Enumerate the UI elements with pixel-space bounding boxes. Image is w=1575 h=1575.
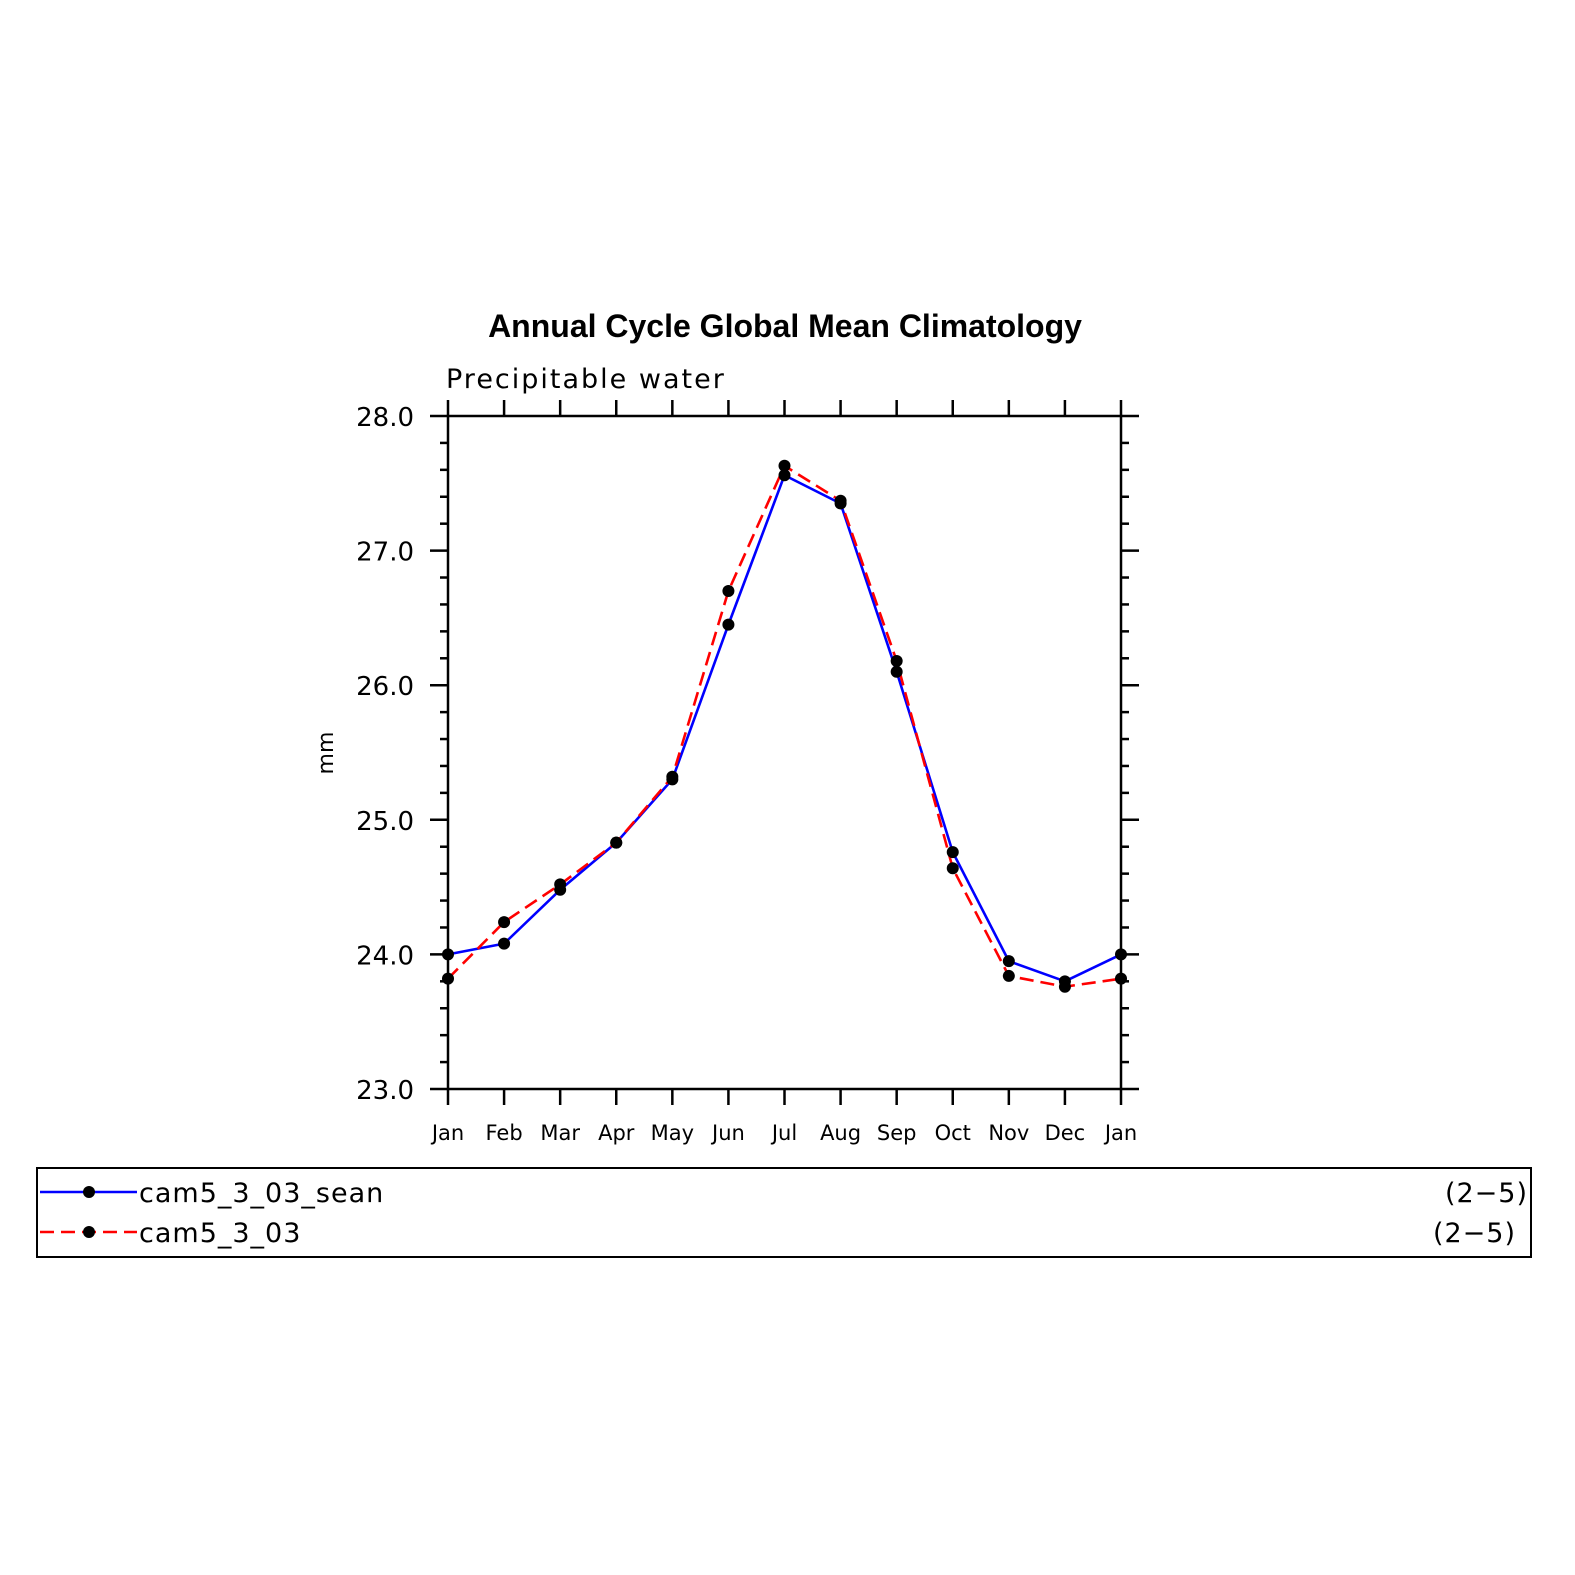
x-tick-label: Jun bbox=[710, 1121, 745, 1145]
y-tick-label: 23.0 bbox=[356, 1076, 414, 1106]
data-point bbox=[778, 459, 791, 472]
data-point bbox=[946, 846, 959, 859]
legend-label: cam5_3_03 bbox=[139, 1218, 301, 1249]
x-tick-label: Oct bbox=[935, 1121, 971, 1145]
data-point bbox=[1115, 948, 1127, 961]
x-tick-label: Jan bbox=[1103, 1121, 1137, 1145]
data-point bbox=[890, 654, 903, 667]
data-point bbox=[554, 878, 567, 891]
x-tick-label: Mar bbox=[540, 1121, 580, 1145]
data-point bbox=[778, 469, 791, 482]
series-lines bbox=[447, 464, 1122, 989]
series-markers bbox=[442, 459, 1127, 993]
data-point bbox=[890, 665, 903, 678]
chart-subtitle: Precipitable water bbox=[446, 364, 726, 395]
data-point bbox=[1002, 969, 1015, 982]
x-tick-label: Jul bbox=[770, 1121, 797, 1145]
data-point bbox=[666, 770, 679, 783]
data-point bbox=[442, 948, 454, 961]
y-axis-label: mm bbox=[314, 732, 339, 775]
series-line bbox=[447, 473, 1122, 983]
data-point bbox=[722, 618, 735, 631]
chart-title: Annual Cycle Global Mean Climatology bbox=[488, 308, 1082, 344]
y-tick-label: 28.0 bbox=[356, 403, 414, 433]
legend-range: (2−5) bbox=[1445, 1178, 1528, 1209]
axis-ticks bbox=[430, 400, 1139, 1105]
axis-tick-labels: Jan Feb Mar Apr May Jun Jul Aug Sep Oct Nov Dec Jan 2… bbox=[356, 403, 1137, 1145]
series-line bbox=[447, 464, 1122, 989]
data-point bbox=[498, 937, 511, 950]
x-tick-label: Feb bbox=[485, 1121, 522, 1145]
data-point bbox=[442, 972, 454, 985]
data-point bbox=[722, 584, 735, 597]
legend-marker bbox=[83, 1186, 95, 1198]
legend-box bbox=[36, 1167, 1532, 1258]
legend-marker bbox=[83, 1226, 95, 1238]
x-tick-label: Sep bbox=[877, 1121, 917, 1145]
data-point bbox=[498, 916, 511, 929]
data-point bbox=[946, 862, 959, 875]
x-tick-label: Jan bbox=[430, 1121, 464, 1145]
x-tick-label: Apr bbox=[598, 1121, 635, 1145]
y-tick-label: 26.0 bbox=[356, 672, 414, 702]
x-tick-label: Nov bbox=[988, 1121, 1029, 1145]
y-tick-label: 24.0 bbox=[356, 941, 414, 971]
data-point bbox=[1058, 980, 1071, 993]
plot-frame bbox=[446, 414, 1123, 1091]
x-tick-label: Dec bbox=[1045, 1121, 1086, 1145]
data-point bbox=[834, 494, 847, 507]
x-tick-label: May bbox=[651, 1121, 694, 1145]
legend-range: (2−5) bbox=[1433, 1218, 1516, 1249]
y-tick-label: 25.0 bbox=[356, 807, 414, 837]
y-tick-label: 27.0 bbox=[356, 538, 414, 568]
legend-label: cam5_3_03_sean bbox=[139, 1178, 384, 1209]
x-tick-label: Aug bbox=[820, 1121, 861, 1145]
data-point bbox=[1115, 972, 1127, 985]
legend: cam5_3_03_sean (2−5) cam5_3_03 (2−5) bbox=[40, 1178, 1528, 1249]
data-point bbox=[610, 836, 623, 849]
data-point bbox=[1002, 955, 1015, 968]
